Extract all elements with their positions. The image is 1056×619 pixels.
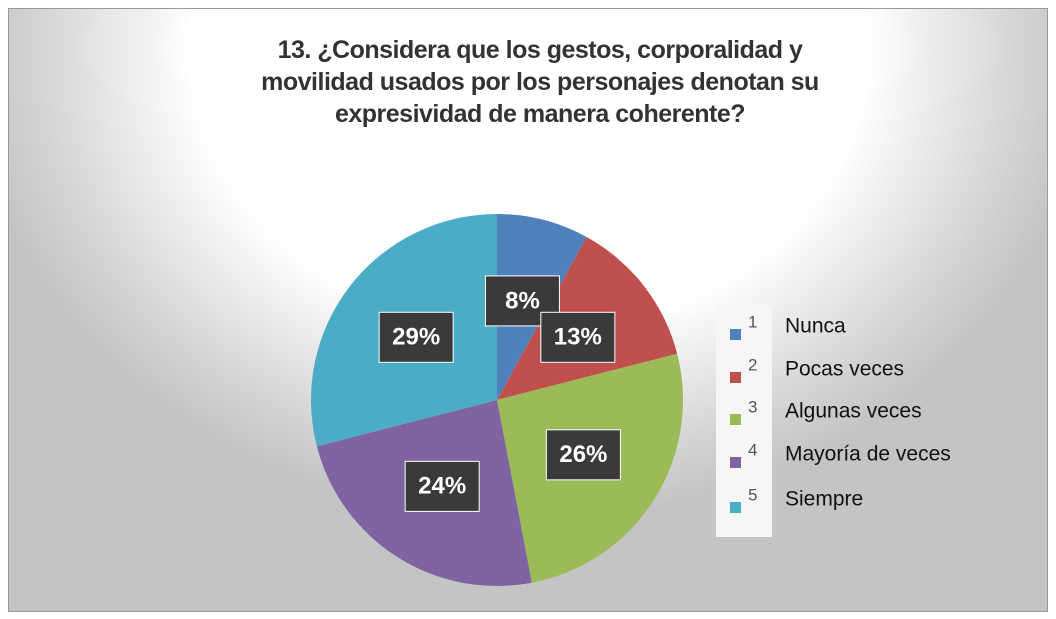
data-label-box — [378, 311, 454, 363]
data-label: 13% — [554, 324, 602, 351]
data-label-box — [540, 311, 616, 363]
legend-number: 2 — [748, 355, 757, 374]
data-label-box — [404, 460, 480, 512]
legend-swatch — [730, 502, 741, 513]
legend-label: Algunas veces — [785, 400, 922, 423]
legend-swatch — [730, 372, 741, 383]
legend-label: Nunca — [785, 315, 846, 338]
legend-label: Mayoría de veces — [785, 443, 951, 466]
legend-box — [716, 305, 772, 537]
legend-label: Pocas veces — [785, 358, 904, 381]
data-label-box — [545, 429, 621, 481]
legend-swatch — [730, 414, 741, 425]
data-label: 8% — [505, 287, 540, 314]
data-label: 26% — [559, 441, 607, 468]
legend-swatch — [730, 329, 741, 340]
data-label: 24% — [418, 473, 466, 500]
legend-swatch — [730, 457, 741, 468]
legend-number: 1 — [748, 312, 757, 331]
legend-number: 3 — [748, 397, 757, 416]
legend-label: Siempre — [785, 488, 863, 511]
legend-number: 4 — [748, 440, 757, 459]
data-label: 29% — [392, 324, 440, 351]
legend-number: 5 — [748, 485, 757, 504]
chart-title: 13. ¿Considera que los gestos, corporali… — [261, 36, 819, 128]
